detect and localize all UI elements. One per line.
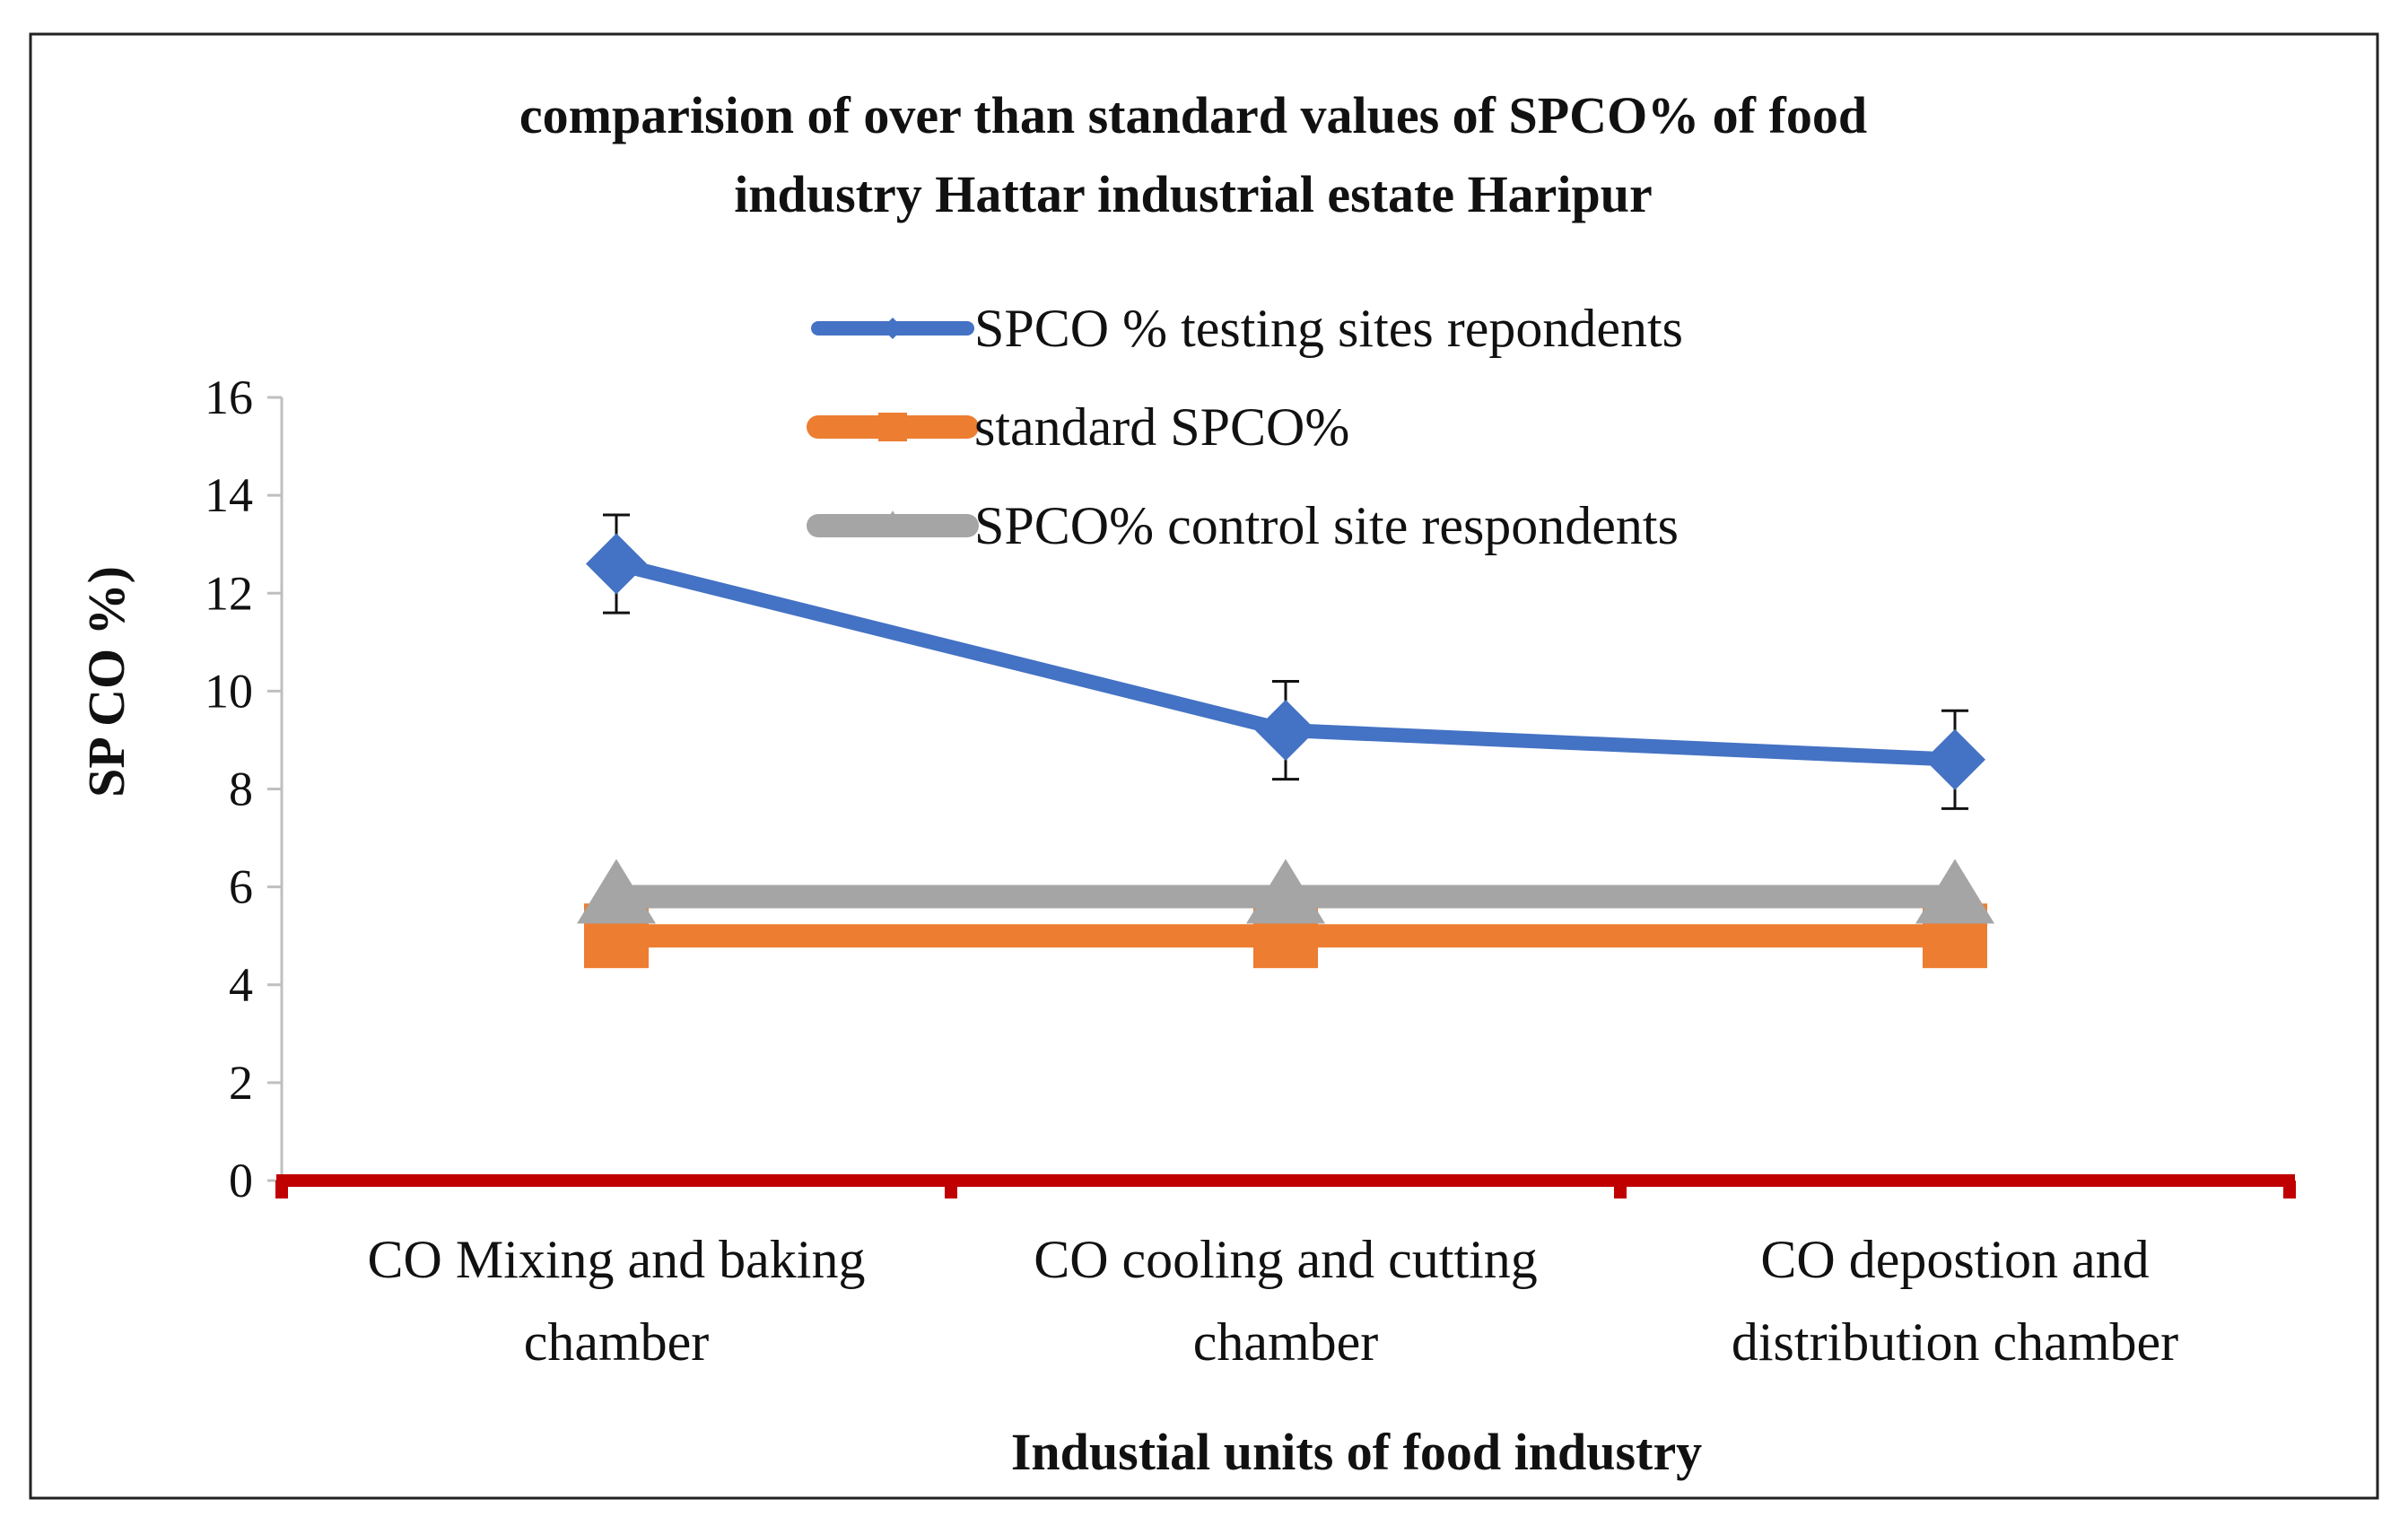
- y-tick-label-4: 4: [229, 958, 253, 1012]
- chart-border: [29, 32, 2379, 1500]
- y-tick-label-12: 12: [205, 566, 253, 620]
- x-category-label-3-line-2: distribution chamber: [1732, 1312, 2178, 1372]
- series-3: [577, 859, 1994, 924]
- x-category-label-1-line-2: chamber: [524, 1312, 710, 1372]
- y-tick-label-6: 6: [229, 860, 253, 914]
- x-category-label-2-line-2: chamber: [1193, 1312, 1379, 1372]
- chart-title-line-2: industry Hattar industrial estate Haripu…: [734, 165, 1653, 223]
- y-tick-label-10: 10: [205, 664, 253, 718]
- y-tick-label-2: 2: [229, 1056, 253, 1110]
- series-3-point-1: [577, 859, 656, 924]
- series-1-point-2: [1255, 700, 1316, 762]
- series-3-point-2: [1246, 859, 1325, 924]
- legend-label-1: SPCO % testing sites repondents: [974, 299, 1683, 358]
- chart-title-line-1: comparision of over than standard values…: [519, 86, 1867, 144]
- y-tick-label-8: 8: [229, 763, 253, 816]
- y-axis-title: SP CO %): [77, 566, 135, 798]
- legend-label-2: standard SPCO%: [974, 397, 1349, 457]
- x-category-label-2-line-1: CO cooling and cutting: [1034, 1230, 1538, 1289]
- x-axis-title: Industial units of food industry: [1011, 1423, 1702, 1481]
- legend-swatch-marker-3: [877, 510, 909, 536]
- legend-label-3: SPCO% control site respondents: [974, 496, 1679, 555]
- y-tick-label-16: 16: [205, 370, 253, 424]
- x-category-label-3-line-1: CO depostion and: [1760, 1230, 2149, 1289]
- legend: SPCO % testing sites repondents standard …: [807, 299, 1683, 555]
- y-tick-label-0: 0: [229, 1154, 253, 1207]
- x-category-label-1-line-1: CO Mixing and baking: [368, 1230, 866, 1289]
- legend-swatch-marker-2: [878, 413, 907, 441]
- series-1: [586, 513, 1985, 810]
- legend-swatch-marker-1: [882, 318, 903, 339]
- x-axis: CO Mixing and baking chamber CO cooling an…: [275, 1174, 2296, 1372]
- series-3-point-3: [1915, 859, 1994, 924]
- y-tick-label-14: 14: [205, 468, 253, 522]
- y-axis: 0 2 4 6 8 10 12 14 16: [205, 370, 284, 1207]
- series-layer: [577, 513, 1994, 969]
- series-1-point-1: [586, 533, 647, 595]
- series-1-point-3: [1924, 728, 1985, 790]
